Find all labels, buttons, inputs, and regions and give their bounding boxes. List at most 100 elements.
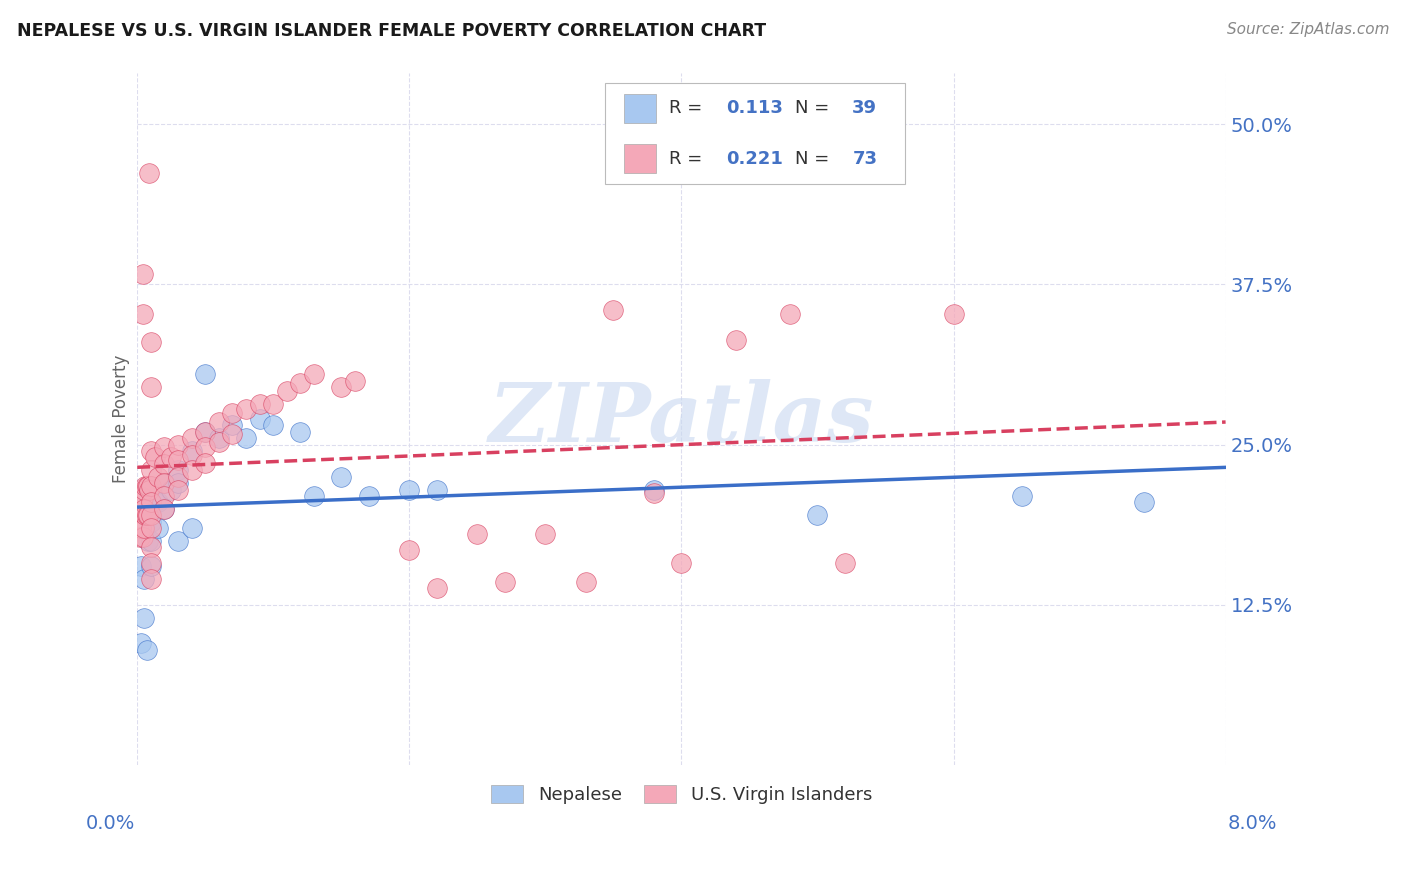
Point xyxy=(167,476,190,491)
Point xyxy=(194,367,217,381)
Point xyxy=(131,489,153,503)
Point xyxy=(131,307,153,321)
Point xyxy=(290,376,312,391)
Point xyxy=(180,448,202,462)
Point xyxy=(235,401,257,416)
Point xyxy=(167,437,190,451)
Point xyxy=(235,431,257,445)
Point xyxy=(779,307,801,321)
Point xyxy=(132,521,155,535)
Point xyxy=(167,533,190,548)
Text: 8.0%: 8.0% xyxy=(1227,814,1278,833)
Point xyxy=(139,533,162,548)
Point xyxy=(153,501,176,516)
Point xyxy=(139,463,162,477)
Point xyxy=(834,556,856,570)
Point xyxy=(276,384,298,398)
Point xyxy=(139,540,162,554)
FancyBboxPatch shape xyxy=(605,83,904,184)
Point xyxy=(494,574,516,589)
Point xyxy=(153,440,176,454)
Point xyxy=(134,478,156,492)
Point xyxy=(129,506,152,520)
Point xyxy=(131,267,153,281)
Point xyxy=(139,508,162,523)
Point xyxy=(194,456,217,470)
Text: 0.0%: 0.0% xyxy=(86,814,135,833)
Text: N =: N = xyxy=(794,99,835,117)
Point xyxy=(139,335,162,350)
Point xyxy=(208,435,231,450)
Point xyxy=(357,489,380,503)
Point xyxy=(194,425,217,439)
Legend: Nepalese, U.S. Virgin Islanders: Nepalese, U.S. Virgin Islanders xyxy=(484,778,879,812)
Point xyxy=(180,521,202,535)
Text: N =: N = xyxy=(794,150,835,168)
Point xyxy=(249,397,271,411)
Text: R =: R = xyxy=(669,150,709,168)
Point xyxy=(153,476,176,491)
Point xyxy=(131,559,153,574)
Point xyxy=(132,610,155,624)
Point xyxy=(160,483,183,497)
Point xyxy=(139,444,162,458)
Point xyxy=(194,425,217,439)
Point xyxy=(302,367,325,381)
Point xyxy=(942,307,965,321)
Point xyxy=(136,508,159,523)
Point xyxy=(146,521,169,535)
Point xyxy=(139,495,162,509)
Point xyxy=(167,483,190,497)
Point xyxy=(575,574,598,589)
Point xyxy=(136,478,159,492)
Y-axis label: Female Poverty: Female Poverty xyxy=(112,355,131,483)
Point xyxy=(139,478,162,492)
Point xyxy=(153,489,176,503)
Point xyxy=(534,527,557,541)
Point xyxy=(671,556,693,570)
Point xyxy=(131,491,153,506)
Point xyxy=(249,412,271,426)
Point xyxy=(167,469,190,483)
FancyBboxPatch shape xyxy=(624,145,657,173)
Point xyxy=(262,418,284,433)
Point xyxy=(330,469,353,483)
Point xyxy=(643,486,665,500)
Point xyxy=(143,450,166,465)
Text: 0.221: 0.221 xyxy=(725,150,783,168)
Point xyxy=(138,166,160,180)
Point xyxy=(132,483,155,497)
Point xyxy=(135,642,157,657)
Point xyxy=(425,483,447,497)
Point xyxy=(132,501,155,516)
Text: 0.113: 0.113 xyxy=(725,99,783,117)
Point xyxy=(425,581,447,595)
Point xyxy=(136,508,159,523)
Point xyxy=(153,501,176,516)
Point xyxy=(146,495,169,509)
Point xyxy=(139,556,162,570)
Point xyxy=(398,483,420,497)
Point xyxy=(139,572,162,586)
Point xyxy=(343,374,366,388)
Point xyxy=(143,495,166,509)
Point xyxy=(167,463,190,477)
Text: ZIPatlas: ZIPatlas xyxy=(489,379,875,459)
Point xyxy=(139,515,162,529)
Point xyxy=(1011,489,1033,503)
Point xyxy=(221,418,243,433)
Point xyxy=(602,303,624,318)
Point xyxy=(134,508,156,523)
Point xyxy=(643,483,665,497)
Point xyxy=(180,444,202,458)
Point xyxy=(180,431,202,445)
Point xyxy=(131,521,153,535)
FancyBboxPatch shape xyxy=(624,94,657,123)
Point xyxy=(138,483,160,497)
Point xyxy=(131,636,153,650)
Point xyxy=(467,527,489,541)
Text: 39: 39 xyxy=(852,99,877,117)
Text: NEPALESE VS U.S. VIRGIN ISLANDER FEMALE POVERTY CORRELATION CHART: NEPALESE VS U.S. VIRGIN ISLANDER FEMALE … xyxy=(17,22,766,40)
Point xyxy=(139,501,162,516)
Point xyxy=(129,530,152,544)
